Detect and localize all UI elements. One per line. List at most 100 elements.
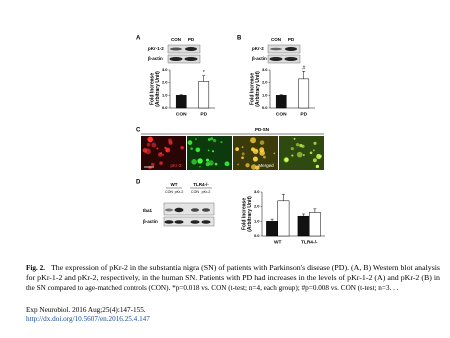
cell — [194, 138, 197, 141]
cell — [165, 147, 171, 153]
blot-row: pKr-2 — [252, 46, 264, 51]
y-tick-label: 1.0 — [262, 92, 268, 97]
cell — [162, 153, 165, 156]
cell — [241, 156, 244, 160]
cell — [312, 149, 315, 152]
bar — [198, 81, 210, 109]
caption-line: The expression of pKr-2 in the substanti… — [51, 264, 440, 272]
caption-line: for pKr-1-2 and pKr-2, respectively, in … — [26, 274, 440, 282]
y-axis-label: Fold Increase — [149, 73, 155, 105]
cell — [146, 142, 151, 147]
cell — [151, 142, 157, 148]
blot-column: CON — [191, 190, 199, 194]
cell — [159, 161, 163, 165]
blot-column: pKr-2 — [202, 190, 211, 194]
significance: # — [302, 66, 305, 72]
cell — [290, 147, 294, 151]
cell — [208, 160, 214, 166]
blot-column: PD — [288, 37, 295, 42]
y-axis-label: (Arbitrary Unit) — [255, 71, 261, 107]
y-axis-label: Fold Increase — [249, 73, 255, 105]
cell — [296, 151, 303, 158]
cell — [157, 152, 163, 157]
y-tick-label: 2.0 — [262, 80, 268, 85]
blot-row: β-actin — [252, 56, 267, 61]
cell — [210, 137, 214, 141]
cell — [235, 147, 239, 151]
cell — [309, 151, 313, 155]
y-tick-label: 0.0 — [254, 233, 260, 238]
y-tick-label: 1.0 — [254, 218, 260, 223]
cell — [205, 158, 210, 162]
blot-row: Iba1 — [143, 208, 153, 213]
cell — [147, 136, 154, 143]
cell — [318, 154, 322, 158]
cell — [284, 157, 289, 162]
y-tick-label: 3.0 — [162, 67, 168, 72]
cell — [199, 165, 201, 168]
caption-line: the SN compared to age-matched controls … — [26, 284, 399, 292]
cell — [168, 140, 173, 145]
cell — [273, 152, 276, 155]
cell — [207, 149, 210, 152]
cell — [190, 147, 193, 150]
cell — [195, 147, 201, 153]
blot: CON PD pKr-1-2 β-actin — [148, 37, 201, 64]
y-axis-label: (Arbitrary Unit) — [247, 196, 253, 232]
blot: CON PD pKr-2 β-actin — [252, 37, 301, 64]
cell — [259, 140, 265, 145]
cell — [259, 147, 265, 153]
cell — [251, 164, 257, 170]
blot-group: WT — [171, 182, 178, 187]
x-tick-label: CON — [276, 111, 287, 117]
cell — [250, 137, 256, 144]
cell — [187, 140, 193, 145]
panel-label: D — [136, 180, 141, 186]
cell — [263, 155, 266, 159]
cell — [255, 165, 260, 170]
bar — [298, 78, 310, 109]
blot-column: pKr-2 — [175, 190, 184, 194]
cell — [224, 161, 230, 167]
panel-label: A — [136, 36, 141, 42]
cell — [241, 152, 245, 156]
cell — [252, 148, 259, 155]
cell — [148, 165, 152, 170]
y-tick-label: 3.0 — [262, 67, 268, 72]
cell — [252, 156, 258, 162]
cell — [180, 145, 184, 150]
cell — [291, 154, 294, 157]
caption-label: Fig. 2. — [26, 264, 45, 272]
blot-column: CON — [165, 190, 173, 194]
y-tick-label: 2.0 — [254, 204, 260, 209]
blot-row: β-actin — [148, 56, 163, 61]
cell — [295, 143, 300, 147]
channel-label: pKr-2 — [170, 163, 182, 168]
cell — [197, 158, 203, 164]
bar — [266, 221, 279, 237]
panel-label: C — [136, 128, 141, 134]
blot-row: β-actin — [143, 219, 158, 224]
bar — [277, 200, 290, 237]
x-tick-label: CON — [176, 111, 187, 117]
y-tick-label: 2.0 — [162, 80, 168, 85]
citation: Exp Neurobiol. 2016 Aug;25(4):147-155. — [26, 306, 146, 314]
cell — [212, 138, 217, 143]
bar — [297, 215, 310, 237]
y-axis-label: (Arbitrary Unit) — [155, 71, 161, 107]
x-tick-label: PD — [200, 111, 207, 117]
cell — [245, 163, 250, 168]
y-axis-label: Fold Increase — [241, 198, 247, 230]
x-tick-label: WT — [274, 239, 282, 245]
microscopy: PD-SN pKr-2 Merged — [141, 127, 324, 170]
cell — [150, 162, 155, 167]
blot: WT TLR4-/- CON pKr-2 CON pKr-2 Iba1 β-ac… — [143, 182, 215, 227]
doi-link[interactable]: http://dx.doi.org/10.5607/en.2016.25.4.1… — [26, 315, 150, 323]
blot-group: TLR4-/- — [193, 182, 209, 187]
bar — [275, 95, 287, 109]
y-tick-label: 0.0 — [162, 105, 168, 110]
cell — [156, 147, 159, 150]
blot-row: pKr-1-2 — [148, 46, 164, 51]
